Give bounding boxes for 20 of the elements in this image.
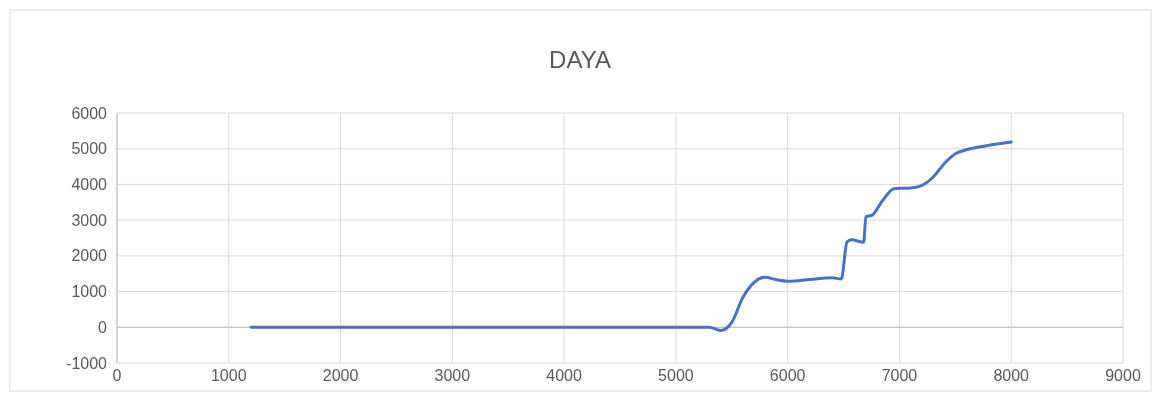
y-tick-label: 3000 [71,211,108,229]
y-tick-label: 5000 [71,140,108,158]
x-tick-label: 2000 [322,366,359,384]
y-tick-label: 1000 [71,283,108,301]
x-tick-label: 7000 [881,366,918,384]
chart-title: DAYA [549,46,611,73]
y-tick-label: 2000 [71,247,108,265]
y-tick-label: 0 [98,318,108,336]
y-tick-label: 4000 [71,176,108,194]
y-tick-label: 6000 [71,104,108,122]
x-tick-label: 0 [112,366,122,384]
x-tick-label: 1000 [210,366,247,384]
x-tick-label: 5000 [658,366,694,384]
x-tick-label: 3000 [434,366,471,384]
x-tick-label: 9000 [1105,366,1141,384]
x-tick-label: 6000 [769,366,806,384]
x-tick-label: 8000 [993,366,1030,384]
y-tick-label: -1000 [66,354,108,372]
x-tick-label: 4000 [546,366,583,384]
line-series [249,140,1013,332]
